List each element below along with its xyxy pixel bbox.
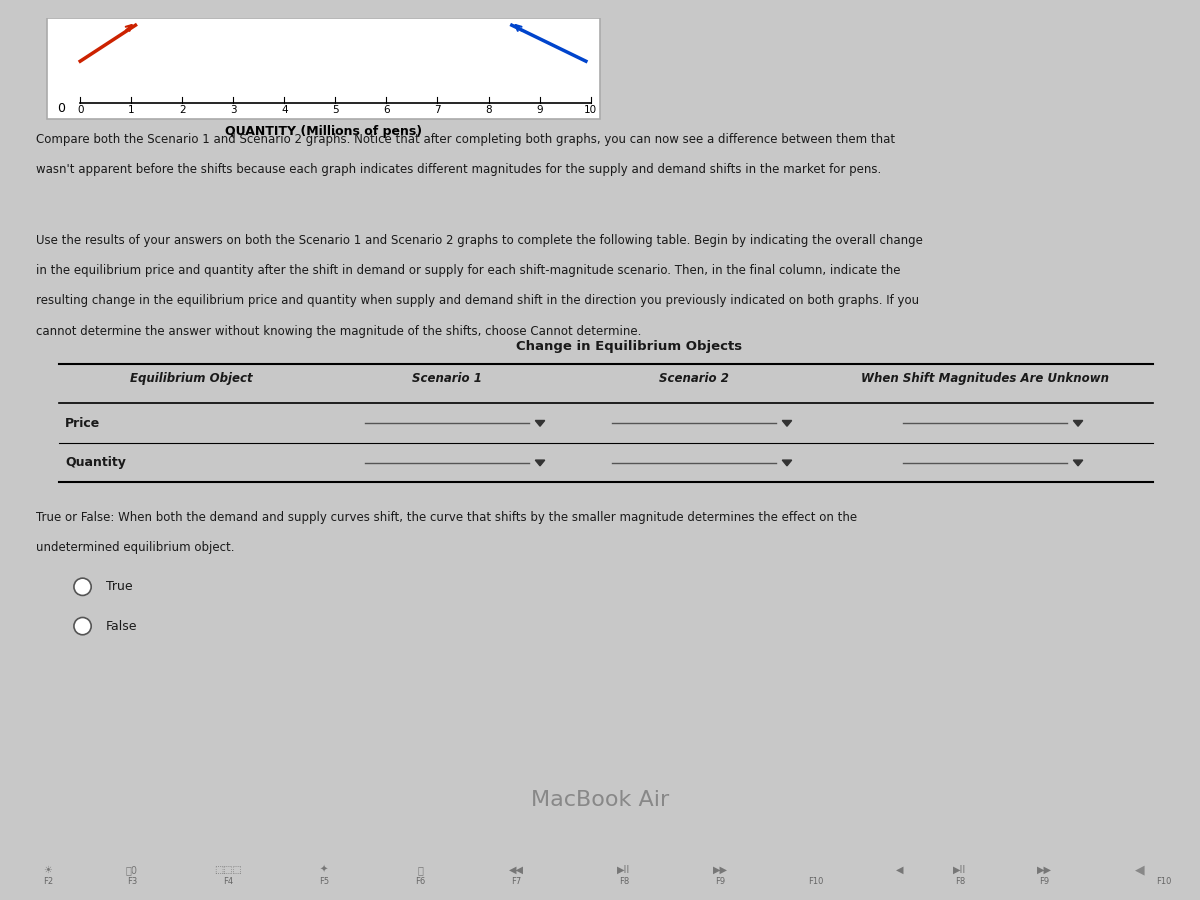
Text: F5: F5: [319, 878, 329, 886]
Text: F4: F4: [223, 878, 233, 886]
Text: 🌤: 🌤: [418, 865, 422, 875]
Text: 8: 8: [485, 105, 492, 115]
Text: Equilibrium Object: Equilibrium Object: [130, 373, 253, 385]
Text: ✦: ✦: [320, 865, 328, 875]
Text: Scenario 1: Scenario 1: [412, 373, 482, 385]
Text: ◀: ◀: [896, 865, 904, 875]
Text: 7: 7: [434, 105, 440, 115]
Text: Price: Price: [65, 417, 100, 430]
Text: 0: 0: [56, 103, 65, 115]
Polygon shape: [535, 460, 545, 466]
Ellipse shape: [74, 578, 91, 596]
Text: F9: F9: [1039, 878, 1049, 886]
Text: 4: 4: [281, 105, 288, 115]
Polygon shape: [782, 420, 792, 427]
Text: 2: 2: [179, 105, 186, 115]
Text: cannot determine the answer without knowing the magnitude of the shifts, choose : cannot determine the answer without know…: [36, 325, 641, 338]
Text: ☀: ☀: [43, 865, 53, 875]
Text: ▶▶: ▶▶: [713, 865, 727, 875]
Text: F8: F8: [619, 878, 629, 886]
Text: F8: F8: [955, 878, 965, 886]
Text: in the equilibrium price and quantity after the shift in demand or supply for ea: in the equilibrium price and quantity af…: [36, 265, 900, 277]
Text: ⬜0: ⬜0: [126, 865, 138, 875]
Polygon shape: [535, 420, 545, 427]
Bar: [47, 18, 600, 119]
Text: ▶II: ▶II: [617, 865, 631, 875]
Text: Scenario 2: Scenario 2: [659, 373, 730, 385]
Text: F6: F6: [415, 878, 425, 886]
Polygon shape: [1073, 420, 1082, 427]
Text: ◀: ◀: [1135, 863, 1145, 877]
Ellipse shape: [74, 617, 91, 634]
Text: 0: 0: [77, 105, 84, 115]
Text: wasn't apparent before the shifts because each graph indicates different magnitu: wasn't apparent before the shifts becaus…: [36, 164, 881, 176]
Text: MacBook Air: MacBook Air: [530, 790, 670, 810]
Text: 3: 3: [230, 105, 236, 115]
Text: ◀◀: ◀◀: [509, 865, 523, 875]
Text: F10: F10: [809, 878, 823, 886]
Text: When Shift Magnitudes Are Unknown: When Shift Magnitudes Are Unknown: [862, 373, 1109, 385]
Text: QUANTITY (Millions of pens): QUANTITY (Millions of pens): [226, 124, 422, 138]
Text: True or False: When both the demand and supply curves shift, the curve that shif: True or False: When both the demand and …: [36, 511, 857, 524]
Text: 10: 10: [584, 105, 598, 115]
Text: F3: F3: [127, 878, 137, 886]
Polygon shape: [782, 460, 792, 466]
Text: Change in Equilibrium Objects: Change in Equilibrium Objects: [516, 340, 743, 353]
Text: Quantity: Quantity: [65, 456, 126, 470]
Text: undetermined equilibrium object.: undetermined equilibrium object.: [36, 542, 234, 554]
Text: Compare both the Scenario 1 and Scenario 2 graphs. Notice that after completing : Compare both the Scenario 1 and Scenario…: [36, 133, 895, 146]
Text: F2: F2: [43, 878, 53, 886]
Text: 6: 6: [383, 105, 390, 115]
Text: Use the results of your answers on both the Scenario 1 and Scenario 2 graphs to : Use the results of your answers on both …: [36, 234, 923, 247]
Text: 5: 5: [332, 105, 338, 115]
Text: F7: F7: [511, 878, 521, 886]
Text: F9: F9: [715, 878, 725, 886]
Text: ⬚⬚⬚: ⬚⬚⬚: [214, 865, 242, 875]
Text: True: True: [106, 580, 133, 593]
Text: F10: F10: [1157, 878, 1171, 886]
Text: resulting change in the equilibrium price and quantity when supply and demand sh: resulting change in the equilibrium pric…: [36, 294, 919, 308]
Text: False: False: [106, 619, 138, 633]
Text: 9: 9: [536, 105, 542, 115]
Text: 1: 1: [128, 105, 134, 115]
Text: ▶▶: ▶▶: [1037, 865, 1051, 875]
Text: ▶II: ▶II: [953, 865, 967, 875]
Polygon shape: [1073, 460, 1082, 466]
